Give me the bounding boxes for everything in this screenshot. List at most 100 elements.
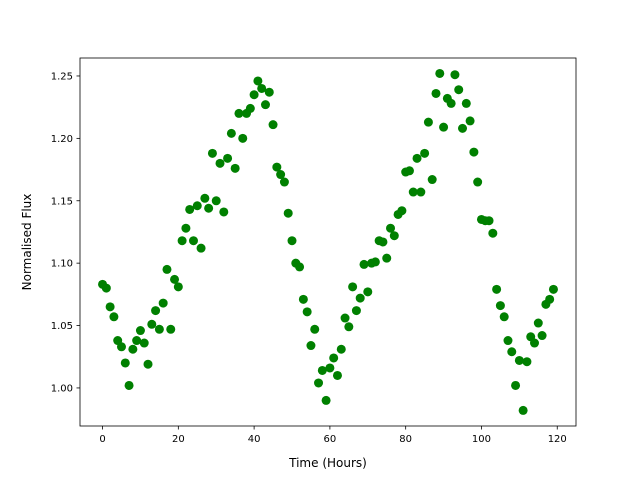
point xyxy=(495,301,505,311)
point xyxy=(173,282,183,292)
point xyxy=(105,302,115,312)
point xyxy=(548,284,558,294)
point xyxy=(484,216,494,226)
point xyxy=(344,322,354,332)
point xyxy=(511,380,521,390)
point xyxy=(283,208,293,218)
point xyxy=(120,358,130,368)
point xyxy=(458,123,468,133)
point xyxy=(435,68,445,78)
point xyxy=(253,76,263,86)
point xyxy=(382,253,392,263)
y-tick-label: 1.10 xyxy=(51,259,73,270)
point xyxy=(298,294,308,304)
point xyxy=(332,370,342,380)
point xyxy=(139,338,149,348)
point xyxy=(223,153,233,163)
point xyxy=(317,365,327,375)
point xyxy=(207,148,217,158)
point xyxy=(170,274,180,284)
point xyxy=(503,336,513,346)
point xyxy=(488,228,498,238)
point xyxy=(363,287,373,297)
point xyxy=(420,148,430,158)
point xyxy=(295,262,305,272)
point xyxy=(204,203,214,213)
point xyxy=(454,85,464,95)
y-tick-label: 1.05 xyxy=(51,321,73,332)
point xyxy=(109,312,119,322)
x-tick-label: 120 xyxy=(548,434,567,445)
y-tick-label: 1.25 xyxy=(51,71,73,82)
point xyxy=(404,166,414,176)
point xyxy=(329,353,339,363)
point xyxy=(533,318,543,328)
point xyxy=(200,193,210,203)
point xyxy=(469,147,479,157)
point xyxy=(211,196,221,206)
y-axis-label: Normalised Flux xyxy=(20,194,34,291)
point xyxy=(545,294,555,304)
point xyxy=(507,347,517,357)
point xyxy=(287,236,297,246)
point xyxy=(234,108,244,118)
plot-frame xyxy=(79,57,577,427)
point xyxy=(370,257,380,267)
point xyxy=(192,201,202,211)
point xyxy=(514,355,524,365)
point xyxy=(302,307,312,317)
point xyxy=(423,117,433,127)
y-tick-label: 1.00 xyxy=(51,383,73,394)
point xyxy=(431,88,441,98)
point xyxy=(135,326,145,336)
point xyxy=(499,312,509,322)
point xyxy=(351,306,361,316)
x-tick-label: 80 xyxy=(399,434,412,445)
point xyxy=(279,177,289,187)
point xyxy=(439,122,449,132)
point xyxy=(389,231,399,241)
point xyxy=(306,341,316,351)
point xyxy=(416,187,426,197)
point xyxy=(177,236,187,246)
point xyxy=(321,395,331,405)
point xyxy=(268,120,278,130)
point xyxy=(257,83,267,93)
x-tick-label: 20 xyxy=(172,434,185,445)
x-tick-label: 100 xyxy=(472,434,491,445)
point xyxy=(537,331,547,341)
point xyxy=(355,293,365,303)
point xyxy=(359,259,369,269)
point xyxy=(314,378,324,388)
point xyxy=(446,98,456,108)
x-tick-label: 0 xyxy=(99,434,105,445)
point xyxy=(264,87,274,97)
point xyxy=(272,162,282,172)
point xyxy=(276,170,286,180)
point xyxy=(310,324,320,334)
y-tick-label: 1.20 xyxy=(51,134,73,145)
point xyxy=(249,90,259,100)
point xyxy=(245,103,255,113)
x-tick-label: 60 xyxy=(324,434,337,445)
point xyxy=(348,282,358,292)
point xyxy=(185,204,195,214)
point xyxy=(260,100,270,110)
point xyxy=(461,98,471,108)
point xyxy=(378,237,388,247)
point xyxy=(473,177,483,187)
point xyxy=(158,298,168,308)
point xyxy=(465,116,475,126)
point xyxy=(397,206,407,216)
point xyxy=(166,324,176,334)
y-tick-label: 1.15 xyxy=(51,196,73,207)
point xyxy=(386,223,396,233)
point xyxy=(427,175,437,185)
point xyxy=(128,344,138,354)
point xyxy=(412,153,422,163)
point xyxy=(147,319,157,329)
point xyxy=(336,344,346,354)
point xyxy=(325,363,335,373)
